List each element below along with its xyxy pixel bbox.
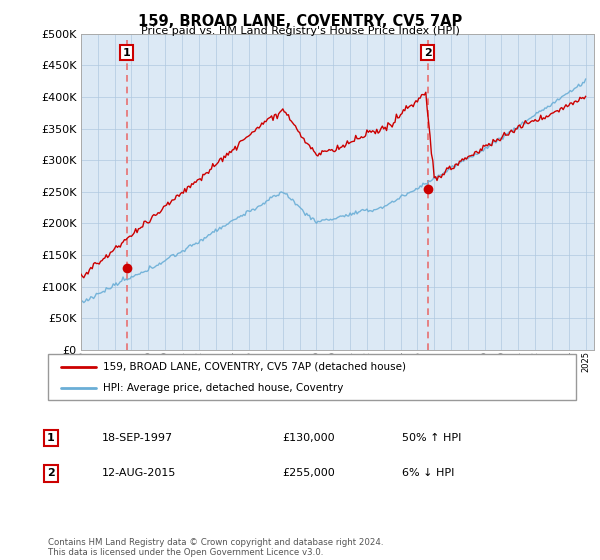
Text: 6% ↓ HPI: 6% ↓ HPI — [402, 468, 454, 478]
Text: £255,000: £255,000 — [282, 468, 335, 478]
Text: 50% ↑ HPI: 50% ↑ HPI — [402, 433, 461, 443]
Text: 2: 2 — [424, 48, 431, 58]
FancyBboxPatch shape — [48, 354, 576, 400]
Text: 12-AUG-2015: 12-AUG-2015 — [102, 468, 176, 478]
Text: HPI: Average price, detached house, Coventry: HPI: Average price, detached house, Cove… — [103, 383, 344, 393]
Text: 2: 2 — [47, 468, 55, 478]
Text: Contains HM Land Registry data © Crown copyright and database right 2024.
This d: Contains HM Land Registry data © Crown c… — [48, 538, 383, 557]
Text: £130,000: £130,000 — [282, 433, 335, 443]
Text: 18-SEP-1997: 18-SEP-1997 — [102, 433, 173, 443]
Text: 159, BROAD LANE, COVENTRY, CV5 7AP (detached house): 159, BROAD LANE, COVENTRY, CV5 7AP (deta… — [103, 362, 406, 372]
Text: Price paid vs. HM Land Registry's House Price Index (HPI): Price paid vs. HM Land Registry's House … — [140, 26, 460, 36]
Text: 159, BROAD LANE, COVENTRY, CV5 7AP: 159, BROAD LANE, COVENTRY, CV5 7AP — [138, 14, 462, 29]
Text: 1: 1 — [123, 48, 130, 58]
Text: 1: 1 — [47, 433, 55, 443]
